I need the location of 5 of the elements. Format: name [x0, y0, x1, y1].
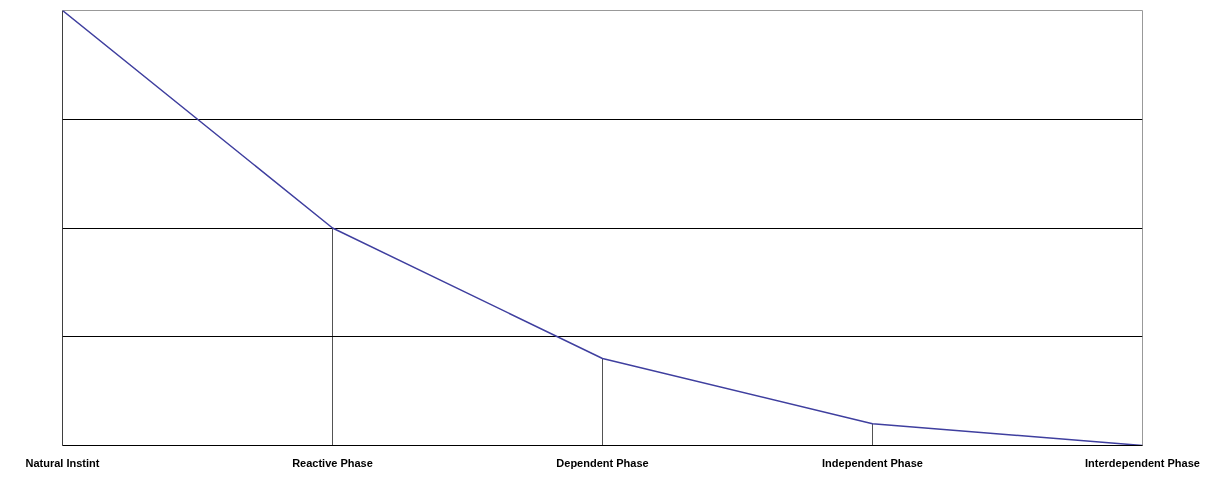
x-tick-label: Natural Instint [25, 456, 100, 469]
x-tick-label: Interdependent Phase [1085, 456, 1200, 469]
x-tick-label: Reactive Phase [292, 456, 373, 469]
x-tick-label: Independent Phase [822, 456, 923, 469]
x-tick-label: Dependent Phase [556, 456, 649, 469]
